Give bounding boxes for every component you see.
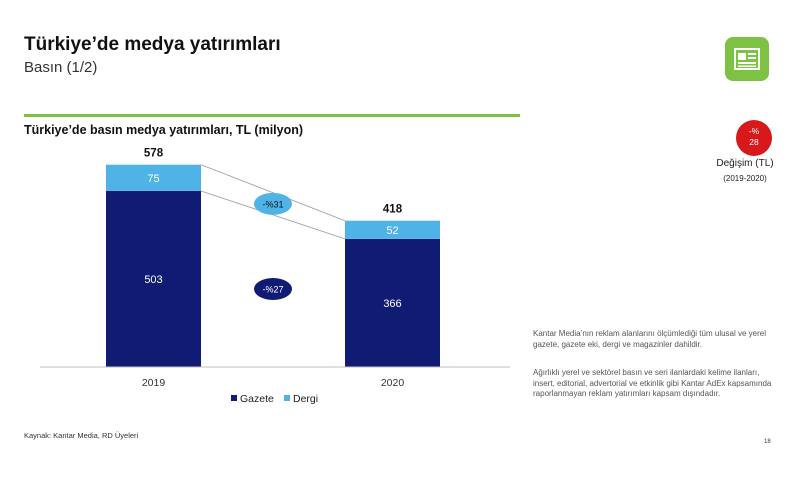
bar-gazete-2020 (345, 238, 440, 367)
data-label-dergi-2020: 52 (386, 225, 398, 237)
legend-swatch-gazete (231, 395, 237, 401)
methodology-note-2: Ağırlıklı yerel ve sektörel basın ve ser… (533, 368, 772, 398)
bar-dergi-2019 (106, 164, 201, 191)
annotation-label-gazete: -%27 (262, 285, 283, 295)
source-note: Kaynak: Kantar Media, RD Üyeleri (24, 431, 139, 440)
page-number: 18 (764, 439, 771, 445)
legend-label-dergi: Dergi (293, 393, 318, 405)
data-label-gazete-2019: 503 (144, 274, 162, 286)
change-badge-line2: 28 (749, 137, 759, 147)
section-divider (24, 114, 520, 117)
connector-total (200, 164, 346, 222)
chart-title: Türkiye’de basın medya yatırımları, TL (… (24, 123, 304, 137)
connector-gazete (200, 190, 346, 240)
page-title: Türkiye’de medya yatırımları (24, 34, 281, 55)
bar-gazete-2019 (106, 190, 201, 367)
legend-swatch-dergi (284, 395, 290, 401)
newspaper-icon (725, 37, 769, 81)
bar-dergi-2020 (345, 220, 440, 239)
annotation-ellipse-gazete (254, 278, 292, 300)
x-tick-label-2019: 2019 (142, 377, 166, 389)
legend-label-gazete: Gazete (240, 393, 274, 405)
total-label-2020: 418 (383, 204, 403, 216)
change-label: Değişim (TL) (716, 158, 774, 169)
x-tick-label-2020: 2020 (381, 377, 405, 389)
methodology-note-1: Kantar Media’nın reklam alanlarını ölçüm… (533, 329, 766, 349)
data-label-dergi-2019: 75 (147, 173, 159, 185)
change-badge-line1: -% (748, 126, 760, 136)
change-badge: -% 28 (736, 120, 772, 156)
stacked-bar-chart: 503 75 578 2019 366 52 418 2020 -%31 -%27 Gazete De… (40, 148, 510, 405)
total-label-2019: 578 (144, 148, 164, 160)
data-label-gazete-2020: 366 (383, 298, 401, 310)
change-period: (2019-2020) (723, 174, 767, 183)
annotation-ellipse-dergi (254, 192, 292, 215)
page-subtitle: Basın (1/2) (24, 59, 98, 76)
annotation-label-dergi: -%31 (262, 199, 283, 209)
